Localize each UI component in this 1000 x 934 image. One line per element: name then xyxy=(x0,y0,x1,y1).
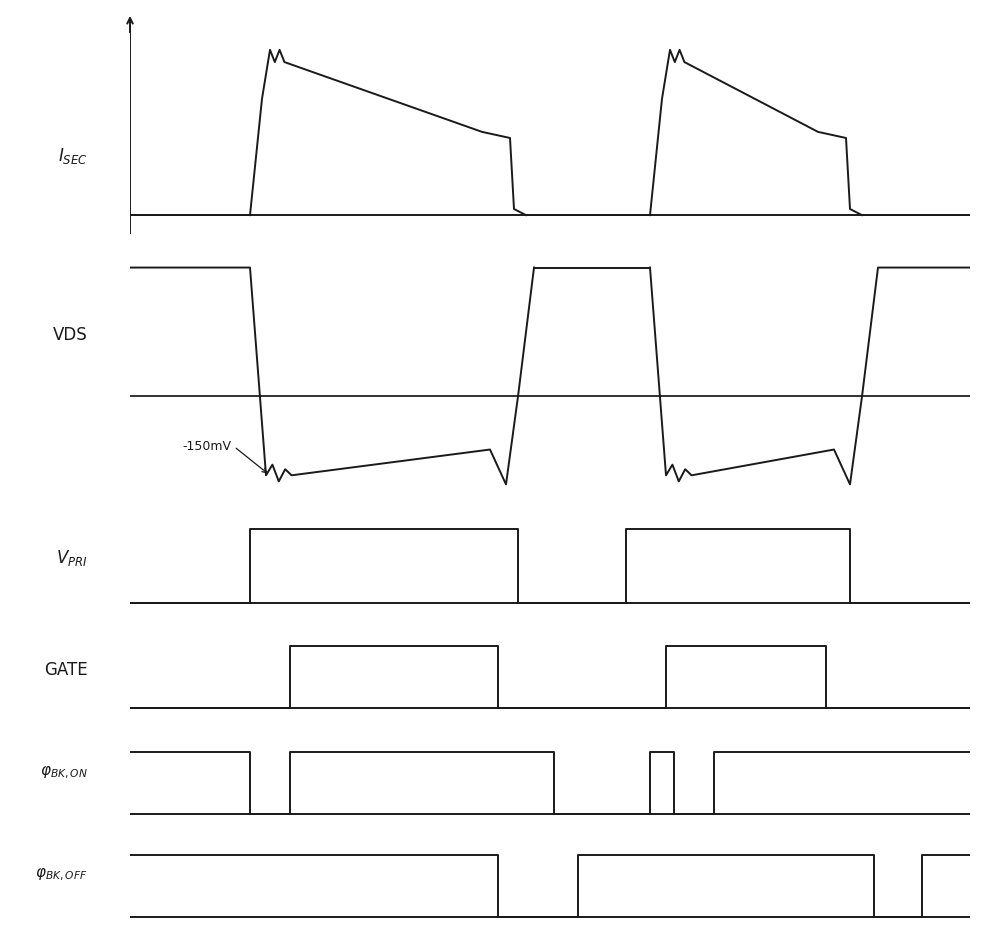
Text: $I_{SEC}$: $I_{SEC}$ xyxy=(58,147,88,166)
Text: $\varphi_{BK,ON}$: $\varphi_{BK,ON}$ xyxy=(40,764,88,781)
Text: -150mV: -150mV xyxy=(182,440,231,453)
Text: $\varphi_{BK,OFF}$: $\varphi_{BK,OFF}$ xyxy=(35,867,88,884)
Text: $V_{PRI}$: $V_{PRI}$ xyxy=(56,547,88,568)
Text: GATE: GATE xyxy=(44,660,88,679)
Text: VDS: VDS xyxy=(53,326,88,345)
